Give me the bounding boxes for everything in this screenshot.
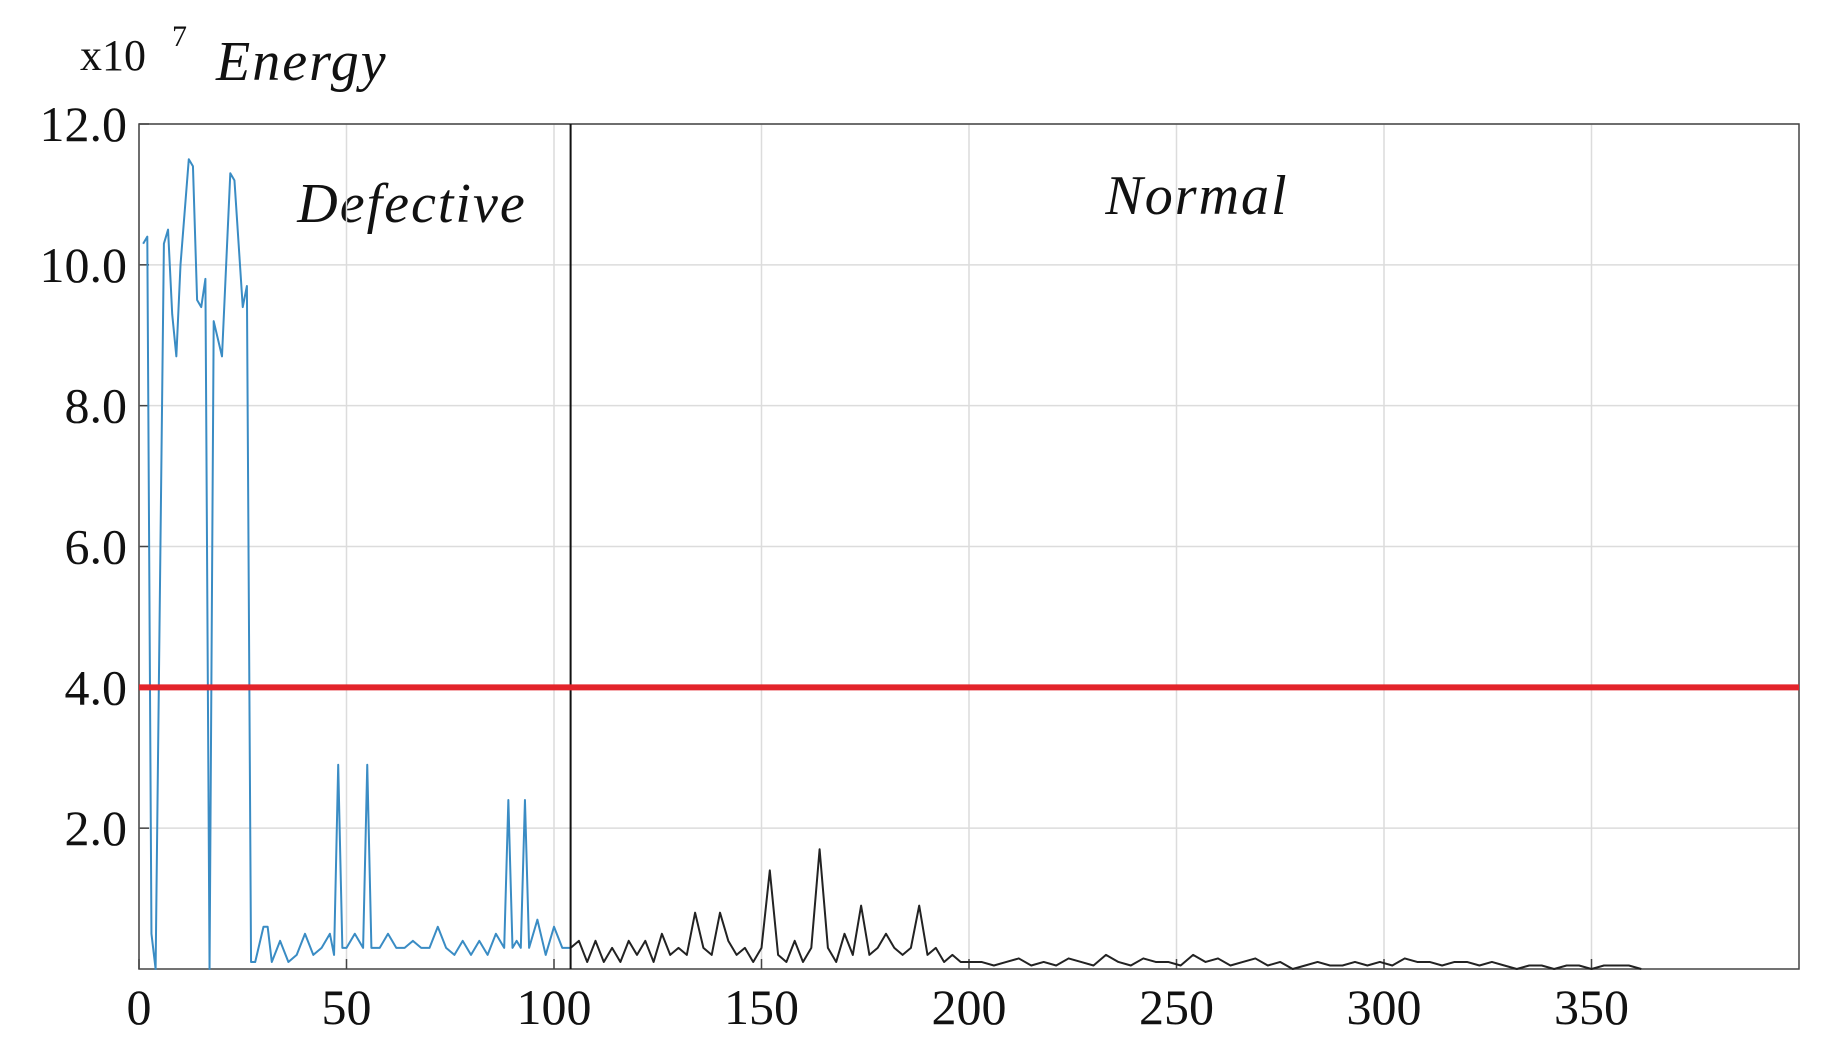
y-tick-label: 10.0	[40, 237, 128, 293]
x-tick-label: 100	[517, 979, 592, 1035]
x-tick-label: 0	[127, 979, 152, 1035]
y-tick-label: 6.0	[65, 519, 128, 575]
x-tick-label: 50	[322, 979, 372, 1035]
y-label-prefix: x10	[80, 31, 146, 80]
y-label-exponent: 7	[172, 20, 187, 53]
y-tick-label: 2.0	[65, 800, 128, 856]
x-tick-label: 200	[932, 979, 1007, 1035]
y-label: Energy	[215, 31, 388, 93]
x-tick-label: 250	[1139, 979, 1214, 1035]
x-tick-label: 350	[1554, 979, 1629, 1035]
plot-frame	[138, 123, 1800, 970]
annotation: Normal	[1104, 165, 1288, 227]
y-tick-label: 8.0	[65, 378, 128, 434]
x-tick-label: 150	[724, 979, 799, 1035]
y-tick-label: 12.0	[40, 96, 128, 152]
series-line	[569, 848, 1642, 970]
y-tick-label: 4.0	[65, 659, 128, 715]
x-tick-label: 300	[1347, 979, 1422, 1035]
annotation: Defective	[296, 173, 526, 235]
series-line	[142, 158, 571, 970]
